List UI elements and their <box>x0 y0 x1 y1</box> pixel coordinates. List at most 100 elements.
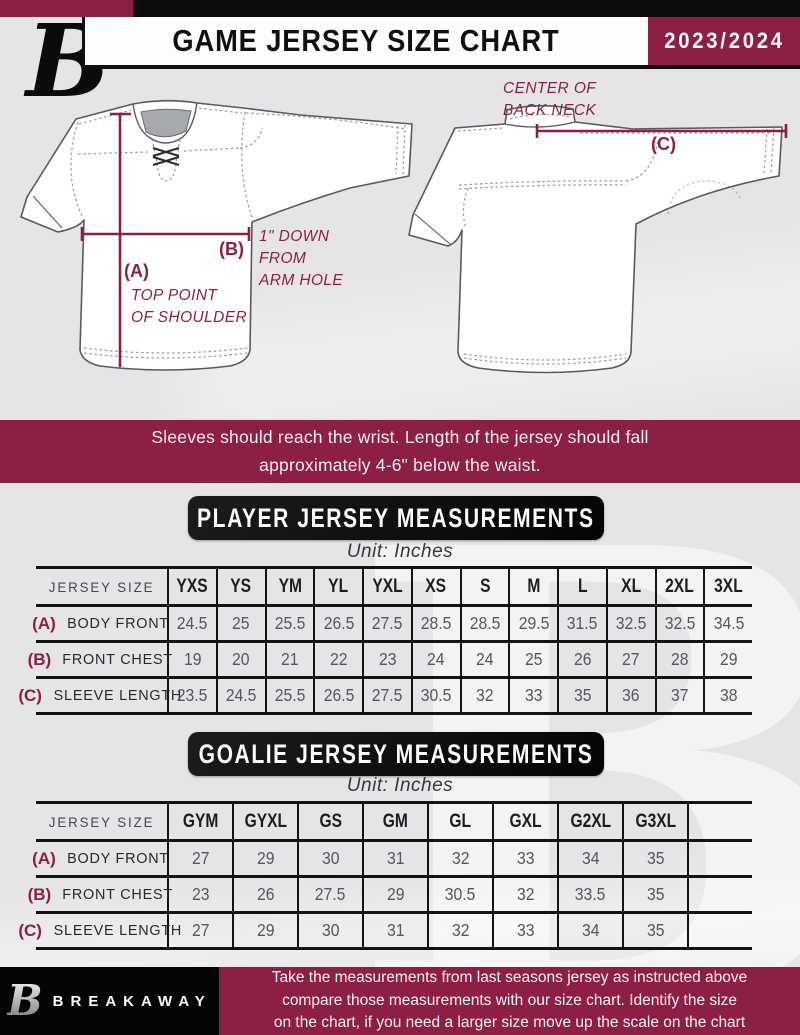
jersey-size-header: JERSEY SIZE <box>36 804 167 842</box>
measurement-cell: 31.5 <box>557 607 606 643</box>
top-strip-maroon <box>0 0 133 17</box>
measurement-cell: 28.5 <box>410 607 460 643</box>
front-cuff-crease <box>32 195 63 229</box>
measurement-cell: 27 <box>167 914 232 950</box>
measurement-cell: 25 <box>508 643 557 679</box>
back-jersey-illustration <box>408 104 783 374</box>
player-unit-label: Unit: Inches <box>346 541 454 562</box>
measurement-cell: 34.5 <box>703 607 752 643</box>
label-c: (C) <box>651 134 676 154</box>
measurement-cell: 26 <box>557 643 606 679</box>
measurement-cell: 23.5 <box>167 679 216 715</box>
measurement-cell: 33 <box>508 679 557 715</box>
size-column-header: GXL <box>492 804 557 842</box>
note-top-point-of-shoulder: TOP POINT OF SHOULDER <box>131 287 248 326</box>
measurement-cell: 28 <box>654 643 704 679</box>
season-badge: 2023/2024 <box>648 17 800 69</box>
page-title-box: GAME JERSEY SIZE CHART <box>82 17 648 69</box>
size-column-header: GM <box>362 804 427 842</box>
measurement-cell: 24.5 <box>215 679 265 715</box>
measurement-cell: 35 <box>622 878 687 914</box>
measurement-cell: 29 <box>362 878 427 914</box>
player-section-heading: PLAYER JERSEY MEASUREMENTS <box>197 502 595 533</box>
front-collar-band <box>132 102 198 144</box>
measurement-cell <box>687 878 752 914</box>
measurement-cell: 36 <box>605 679 655 715</box>
measurement-cell: 29.5 <box>508 607 557 643</box>
measurement-cell: 32 <box>492 878 557 914</box>
measurement-cell: 32.5 <box>605 607 655 643</box>
measurement-cell <box>687 914 752 950</box>
measurement-cell: 27 <box>605 643 655 679</box>
measurement-cell: 32.5 <box>654 607 704 643</box>
measurement-cell: 30.5 <box>427 878 492 914</box>
measurement-cell: 35 <box>557 679 606 715</box>
measurement-cell: 30 <box>297 914 362 950</box>
measurement-row-label: (B) FRONT CHEST <box>28 878 172 914</box>
measurement-line-b-ticks <box>80 227 251 241</box>
size-column-header: L <box>557 569 606 607</box>
fit-notice-banner: Sleeves should reach the wrist. Length o… <box>0 420 800 483</box>
goalie-section-heading: GOALIE JERSEY MEASUREMENTS <box>198 738 594 769</box>
measurement-row-label: (A) BODY FRONT <box>32 607 168 643</box>
size-column-header: G2XL <box>557 804 622 842</box>
size-column-header: G3XL <box>622 804 687 842</box>
size-column-header: S <box>459 569 509 607</box>
measurement-cell: 31 <box>362 914 427 950</box>
measurement-cell: 25.5 <box>264 607 314 643</box>
back-collar-base <box>504 121 576 128</box>
measurement-cell: 23 <box>362 643 411 679</box>
size-column-header: XL <box>605 569 655 607</box>
measurement-line-c-ticks <box>535 124 788 138</box>
goalie-size-table: JERSEY SIZE GYM GYXL GS GM GL GXL G2XL G3XL (A) BO… <box>18 801 752 950</box>
measurement-cell: 26 <box>232 878 297 914</box>
measurement-cell: 19 <box>167 643 216 679</box>
measurement-cell: 37 <box>654 679 704 715</box>
measurement-cell: 33.5 <box>557 878 622 914</box>
measurement-cell: 26.5 <box>313 679 362 715</box>
jersey-diagrams <box>20 99 788 374</box>
back-cuff-crease <box>414 213 451 245</box>
goalie-unit-label: Unit: Inches <box>346 775 454 796</box>
measurement-cell: 30.5 <box>410 679 460 715</box>
measurement-cell: 25.5 <box>264 679 314 715</box>
measurement-cell: 22 <box>313 643 362 679</box>
measurement-row-label: (A) BODY FRONT <box>32 842 168 878</box>
front-collar-inner <box>140 108 192 138</box>
footer-note-text: Take the measurements from last seasons … <box>271 969 748 1032</box>
measurement-row-label: (C) SLEEVE LENGTH <box>18 679 181 715</box>
measurement-cell: 34 <box>557 842 622 878</box>
measurement-cell: 24.5 <box>167 607 216 643</box>
measurement-cell: 27.5 <box>362 607 411 643</box>
size-column-header: YXS <box>167 569 216 607</box>
front-collar-laces <box>152 147 180 166</box>
note-down-from-armhole: 1" DOWN FROM ARM HOLE <box>259 228 344 289</box>
measurement-cell: 23 <box>167 878 232 914</box>
measurement-cell: 28.5 <box>459 607 509 643</box>
note-center-of-back-neck: CENTER OF BACK NECK <box>503 80 597 119</box>
size-column-header: GYXL <box>232 804 297 842</box>
measurement-cell: 33 <box>492 842 557 878</box>
footer-brand-name: BREAKAWAY <box>52 992 212 1010</box>
page-title: GAME JERSEY SIZE CHART <box>172 23 561 58</box>
measurement-cell: 35 <box>622 914 687 950</box>
measurement-cell: 27 <box>167 842 232 878</box>
player-section-heading-box: PLAYER JERSEY MEASUREMENTS <box>188 496 604 540</box>
size-column-header: M <box>508 569 557 607</box>
size-column-header: GYM <box>167 804 232 842</box>
measurement-cell: 20 <box>215 643 265 679</box>
measurement-cell: 29 <box>232 914 297 950</box>
size-column-header: YL <box>313 569 362 607</box>
measurement-cell: 21 <box>264 643 314 679</box>
back-seam-stitching <box>457 113 775 365</box>
top-strip-black <box>133 0 800 17</box>
size-column-header: XS <box>410 569 460 607</box>
measurement-cell: 32 <box>459 679 509 715</box>
measurement-cell: 29 <box>232 842 297 878</box>
measurement-cell: 31 <box>362 842 427 878</box>
measurement-cell: 32 <box>427 842 492 878</box>
jersey-size-header: JERSEY SIZE <box>36 569 167 607</box>
season-label: 2023/2024 <box>663 28 785 53</box>
measurement-cell: 35 <box>622 842 687 878</box>
